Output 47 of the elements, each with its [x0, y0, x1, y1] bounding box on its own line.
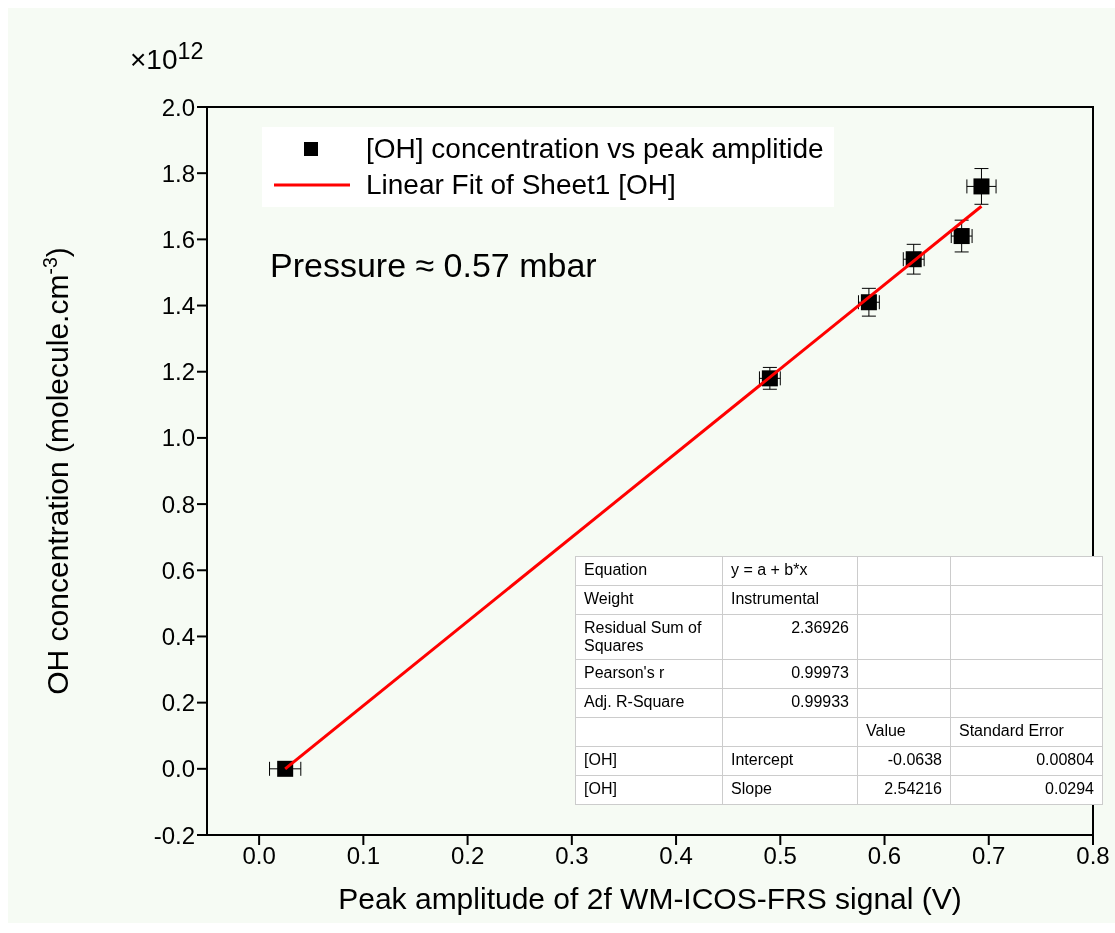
x-tick-label: 0.1 [346, 842, 381, 870]
annotation: [OH] [575, 746, 723, 776]
y-tick-label: -0.2 [153, 821, 195, 849]
annotation: 2.54216 [857, 775, 951, 805]
y-tick-label: 1.8 [161, 159, 195, 187]
annotation: -0.0638 [857, 746, 951, 776]
x-tick-label: 0.4 [659, 842, 693, 870]
annotation: Standard Error [950, 717, 1103, 747]
annotation: Weight [575, 585, 723, 615]
x-tick-label: 0.2 [450, 842, 485, 870]
annotation: 0.99973 [722, 659, 858, 689]
x-axis-title: Peak amplitude of 2f WM-ICOS-FRS signal (V) [338, 882, 962, 915]
legend-label: Linear Fit of Sheet1 [OH] [366, 169, 676, 201]
annotation: 2.36926 [722, 614, 858, 660]
annotation: Intercept [722, 746, 858, 776]
x-tick-label: 0.8 [1076, 842, 1110, 870]
y-tick-label: 1.4 [161, 292, 195, 320]
y-tick-label: 0.4 [161, 622, 195, 650]
point [973, 178, 990, 195]
annotation: [OH] [575, 775, 723, 805]
annotation: Adj. R-Square [575, 688, 723, 718]
annotation: Pressure ≈ 0.57 mbar [270, 246, 597, 285]
x-tick-label: 0.6 [867, 842, 902, 870]
x-tick-label: 0.5 [763, 842, 797, 870]
y-tick-label: 0.2 [161, 689, 195, 717]
x-tick-label: 0.0 [242, 842, 276, 870]
annotation: 0.99933 [722, 688, 858, 718]
legend-label: [OH] concentration vs peak amplitide [366, 133, 824, 165]
annotation: Equation [575, 556, 723, 586]
text: ×10$^{12}$ [130, 38, 204, 77]
y-tick-label: 1.2 [161, 358, 195, 386]
y-tick-label: 0.0 [161, 755, 195, 783]
y-tick-label: 0.8 [161, 490, 195, 518]
annotation: Residual Sum of Squares [575, 614, 723, 660]
y-tick-label: 0.6 [161, 556, 195, 584]
annotation: Slope [722, 775, 858, 805]
annotation: Value [857, 717, 951, 747]
x-tick-label: 0.7 [972, 842, 1006, 870]
y-tick-label: 2.0 [161, 93, 195, 121]
annotation: 0.0294 [950, 775, 1103, 805]
annotation: 0.00804 [950, 746, 1103, 776]
annotation: y = a + b*x [722, 556, 858, 586]
x-tick-label: 0.3 [555, 842, 589, 870]
annotation: Instrumental [722, 585, 858, 615]
y-tick-label: 1.6 [161, 225, 195, 253]
annotation: Pearson's r [575, 659, 723, 689]
y-tick-label: 1.0 [161, 424, 195, 452]
